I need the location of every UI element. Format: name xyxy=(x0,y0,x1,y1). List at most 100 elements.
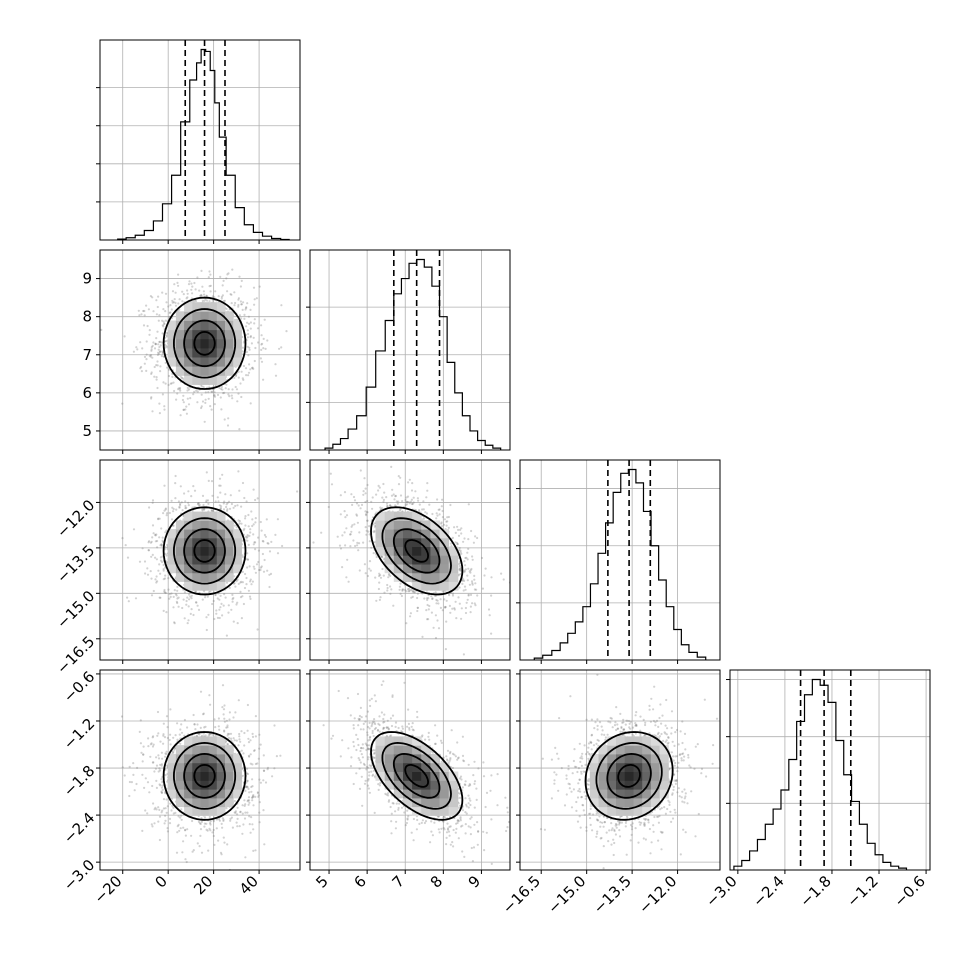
density-cell xyxy=(200,555,210,565)
scatter-point xyxy=(258,285,261,288)
scatter-point xyxy=(163,577,167,580)
scatter-point xyxy=(398,509,401,512)
scatter-point xyxy=(243,496,246,500)
scatter-point xyxy=(190,282,193,285)
scatter-point xyxy=(223,299,226,302)
scatter-point xyxy=(205,295,208,298)
scatter-point xyxy=(425,512,429,515)
scatter-point xyxy=(209,290,212,293)
scatter-point xyxy=(207,479,210,482)
scatter-point xyxy=(162,807,165,810)
scatter-point xyxy=(184,500,187,503)
scatter-point xyxy=(372,531,376,534)
scatter-point xyxy=(244,856,247,859)
scatter-point xyxy=(233,318,237,321)
scatter-point xyxy=(456,541,459,544)
scatter-point xyxy=(461,579,464,582)
scatter-point xyxy=(341,534,344,537)
scatter-point xyxy=(405,496,408,499)
density-cell xyxy=(384,511,395,521)
scatter-point xyxy=(411,595,414,599)
scatter-point xyxy=(193,723,196,726)
scatter-point xyxy=(453,607,456,610)
scatter-point xyxy=(411,590,414,593)
scatter-point xyxy=(253,298,256,301)
scatter-point xyxy=(226,509,229,512)
density-cell xyxy=(216,572,226,582)
scatter-point xyxy=(426,482,429,485)
scatter-point xyxy=(257,794,260,797)
scatter-point xyxy=(185,297,188,300)
scatter-point xyxy=(401,500,404,503)
scatter-point xyxy=(225,307,228,311)
scatter-point xyxy=(151,536,154,539)
scatter-point xyxy=(188,598,191,601)
scatter-point xyxy=(472,541,475,544)
scatter-point xyxy=(173,621,176,624)
scatter-point xyxy=(207,397,210,400)
density-cell xyxy=(233,555,242,565)
density-cell xyxy=(233,537,242,547)
scatter-point xyxy=(435,517,438,520)
scatter-point xyxy=(190,594,193,597)
scatter-point xyxy=(467,547,470,551)
scatter-point xyxy=(154,343,157,346)
scatter-point xyxy=(148,333,151,336)
scatter-point xyxy=(392,604,395,607)
scatter-point xyxy=(458,568,461,571)
density-cell xyxy=(225,347,234,358)
scatter-point xyxy=(406,500,409,504)
scatter-point xyxy=(164,508,167,511)
scatter-point xyxy=(239,382,242,385)
scatter-point xyxy=(167,588,170,591)
density-cell xyxy=(192,529,201,539)
scatter-point xyxy=(248,346,251,349)
density-cell xyxy=(393,572,404,582)
density-cell xyxy=(200,302,210,312)
density-cell xyxy=(192,581,201,591)
scatter-point xyxy=(378,572,381,575)
scatter-point xyxy=(220,387,223,391)
scatter-point xyxy=(443,598,446,601)
scatter-point xyxy=(164,462,166,464)
density-cell xyxy=(192,520,201,530)
scatter-point xyxy=(274,363,277,366)
y-tick-label: 5 xyxy=(82,422,92,440)
scatter-point xyxy=(441,609,444,612)
scatter-point xyxy=(434,591,437,594)
panel-frame xyxy=(309,459,511,661)
scatter-point xyxy=(386,586,389,590)
density-cell xyxy=(375,546,386,556)
scatter-point xyxy=(364,500,367,504)
density-cell xyxy=(421,520,431,530)
scatter-point xyxy=(344,516,347,519)
scatter-point xyxy=(237,582,240,586)
scatter-point xyxy=(435,598,438,602)
density-cell xyxy=(200,375,210,385)
scatter-point xyxy=(161,561,164,564)
contour-line xyxy=(183,319,226,368)
scatter-point xyxy=(416,497,419,500)
scatter-point xyxy=(281,544,284,548)
scatter-point xyxy=(252,336,255,339)
scatter-point xyxy=(459,528,462,532)
scatter-point xyxy=(186,292,189,295)
scatter-point xyxy=(164,814,167,817)
scatter-point xyxy=(123,335,126,338)
scatter-point xyxy=(436,599,439,602)
scatter-point xyxy=(228,711,231,714)
scatter-point xyxy=(237,297,240,300)
scatter-point xyxy=(432,626,435,629)
scatter-point xyxy=(221,388,224,391)
scatter-point xyxy=(236,578,239,581)
scatter-point xyxy=(406,588,410,591)
scatter-point xyxy=(218,608,221,611)
scatter-point xyxy=(158,783,161,786)
scatter-point xyxy=(408,502,411,505)
scatter-point xyxy=(251,366,254,369)
scatter-point xyxy=(237,298,240,301)
scatter-point xyxy=(380,555,383,559)
scatter-point xyxy=(159,370,162,373)
scatter-point xyxy=(234,385,237,389)
